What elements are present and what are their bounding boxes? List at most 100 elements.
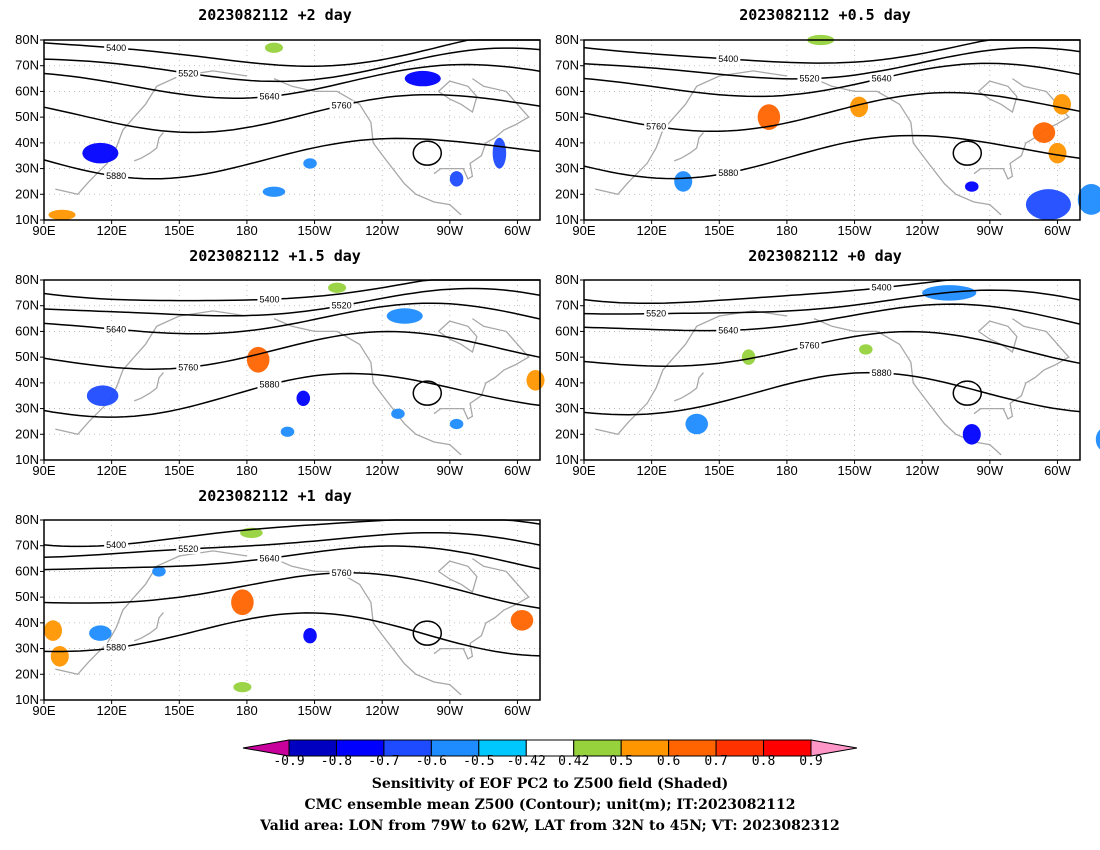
contour-label: 5760 <box>332 568 352 578</box>
lat-label: 10N <box>15 452 39 467</box>
shading-blob <box>303 628 317 644</box>
shading-blob <box>757 104 781 130</box>
colorbar-tick-label: 0.42 <box>558 754 590 769</box>
lon-label: 60W <box>1044 463 1071 478</box>
shading-blob <box>44 620 63 641</box>
lon-label: 90E <box>32 463 55 478</box>
lon-label: 90W <box>436 223 463 238</box>
lat-label: 70N <box>555 58 579 73</box>
map-frame <box>43 279 541 461</box>
panel-title: 2023082112 +1.5 day <box>189 247 361 265</box>
map-frame <box>583 279 1081 461</box>
shading-blob <box>328 282 347 293</box>
contour-label: 5760 <box>799 341 819 351</box>
lat-label: 50N <box>555 349 579 364</box>
shading-blob <box>231 589 254 616</box>
contour-label: 5520 <box>646 309 666 319</box>
contour-label: 5880 <box>106 171 126 181</box>
lat-label: 20N <box>555 426 579 441</box>
lon-label: 150E <box>704 223 735 238</box>
shading-blob <box>280 426 295 437</box>
lat-label: 30N <box>15 161 39 176</box>
shading-blob <box>262 186 286 197</box>
caption-line-1: Sensitivity of EOF PC2 to Z500 field (Sh… <box>371 776 729 792</box>
contour-5760 <box>583 330 1081 367</box>
lon-label: 120E <box>636 223 667 238</box>
lat-label: 60N <box>15 323 39 338</box>
lon-label: 90E <box>572 223 595 238</box>
lon-label: 150E <box>164 703 195 718</box>
panel-2day: 2023082112 +2 day <box>0 0 550 240</box>
lon-label: 180 <box>236 703 258 718</box>
map-panel-4: 5400 5520 5640 5760 5880 10N 20N 30N 40N 50N 60N 70… <box>555 272 1100 478</box>
lat-label: 80N <box>15 272 39 287</box>
contour-label: 5760 <box>646 122 666 132</box>
lat-label: 80N <box>555 272 579 287</box>
shading-blob <box>492 137 507 169</box>
contour-label: 5400 <box>259 294 279 304</box>
lon-label: 150W <box>298 703 333 718</box>
lon-label: 120W <box>365 463 400 478</box>
panel-title: 2023082112 +1 day <box>198 487 352 505</box>
contour-label: 5760 <box>178 362 198 372</box>
lat-label: 30N <box>555 401 579 416</box>
z500-contours: 5400 5520 5640 5760 5880 <box>43 39 541 182</box>
lon-label: 90W <box>976 463 1003 478</box>
lon-label: 90E <box>32 223 55 238</box>
contour-5520 <box>43 531 541 558</box>
lat-label: 70N <box>15 538 39 553</box>
lon-label: 120E <box>636 463 667 478</box>
shading-blob <box>1077 184 1100 215</box>
lon-label: 120W <box>365 703 400 718</box>
lat-label: 50N <box>15 589 39 604</box>
contour-5760 <box>43 93 541 134</box>
lat-label: 50N <box>15 349 39 364</box>
lat-label: 10N <box>15 692 39 707</box>
lat-label: 60N <box>555 83 579 98</box>
lat-label: 80N <box>15 512 39 527</box>
colorbar-tick-label: 0.6 <box>656 754 681 769</box>
contour-label: 5640 <box>106 324 126 334</box>
panel-title: 2023082112 +0.5 day <box>739 6 911 24</box>
contour-label: 5520 <box>799 74 819 84</box>
contour-label: 5880 <box>718 168 738 178</box>
colorbar-tick-label: 0.9 <box>799 754 823 769</box>
shading-blob <box>1025 189 1071 220</box>
lat-label: 50N <box>15 109 39 124</box>
lat-label: 10N <box>15 212 39 227</box>
map-panel-2: 5400 5520 5640 5760 5880 10N 20N 30N 40N 50N 60N 70… <box>555 32 1100 238</box>
contour-label: 5640 <box>872 73 892 83</box>
shading-blob <box>1048 142 1067 164</box>
shading-blob <box>674 171 693 192</box>
lat-label: 30N <box>15 641 39 656</box>
panel-0day: 2023082112 +0 day <box>550 240 1100 480</box>
shading-blob <box>386 308 423 324</box>
shading-blob <box>1052 94 1071 115</box>
colorbar-tick-label: -0.5 <box>463 754 495 769</box>
contour-label: 5400 <box>872 283 892 293</box>
contour-label: 5880 <box>259 380 279 390</box>
contour-5520 <box>43 287 541 317</box>
contour-5640 <box>583 303 1081 332</box>
lon-label: 90W <box>436 703 463 718</box>
lon-label: 120E <box>96 463 127 478</box>
lat-label: 50N <box>555 109 579 124</box>
colorbar-tick-label: -0.7 <box>368 754 400 769</box>
contour-5880 <box>583 371 1081 416</box>
sensitivity-shading <box>674 34 1100 220</box>
shading-blob <box>449 418 464 430</box>
lat-label: 10N <box>555 452 579 467</box>
contour-label: 5640 <box>259 553 279 563</box>
shading-blob <box>264 42 283 53</box>
lon-label: 180 <box>776 223 798 238</box>
lon-label: 90W <box>976 223 1003 238</box>
shading-blob <box>850 96 869 118</box>
lon-label: 150W <box>298 463 333 478</box>
lat-label: 20N <box>555 186 579 201</box>
shading-blob <box>296 390 311 406</box>
contour-5640 <box>43 63 541 99</box>
shading-blob <box>82 142 119 164</box>
lon-label: 120W <box>905 223 940 238</box>
closed-contour <box>952 140 983 166</box>
contour-5520 <box>583 47 1081 80</box>
